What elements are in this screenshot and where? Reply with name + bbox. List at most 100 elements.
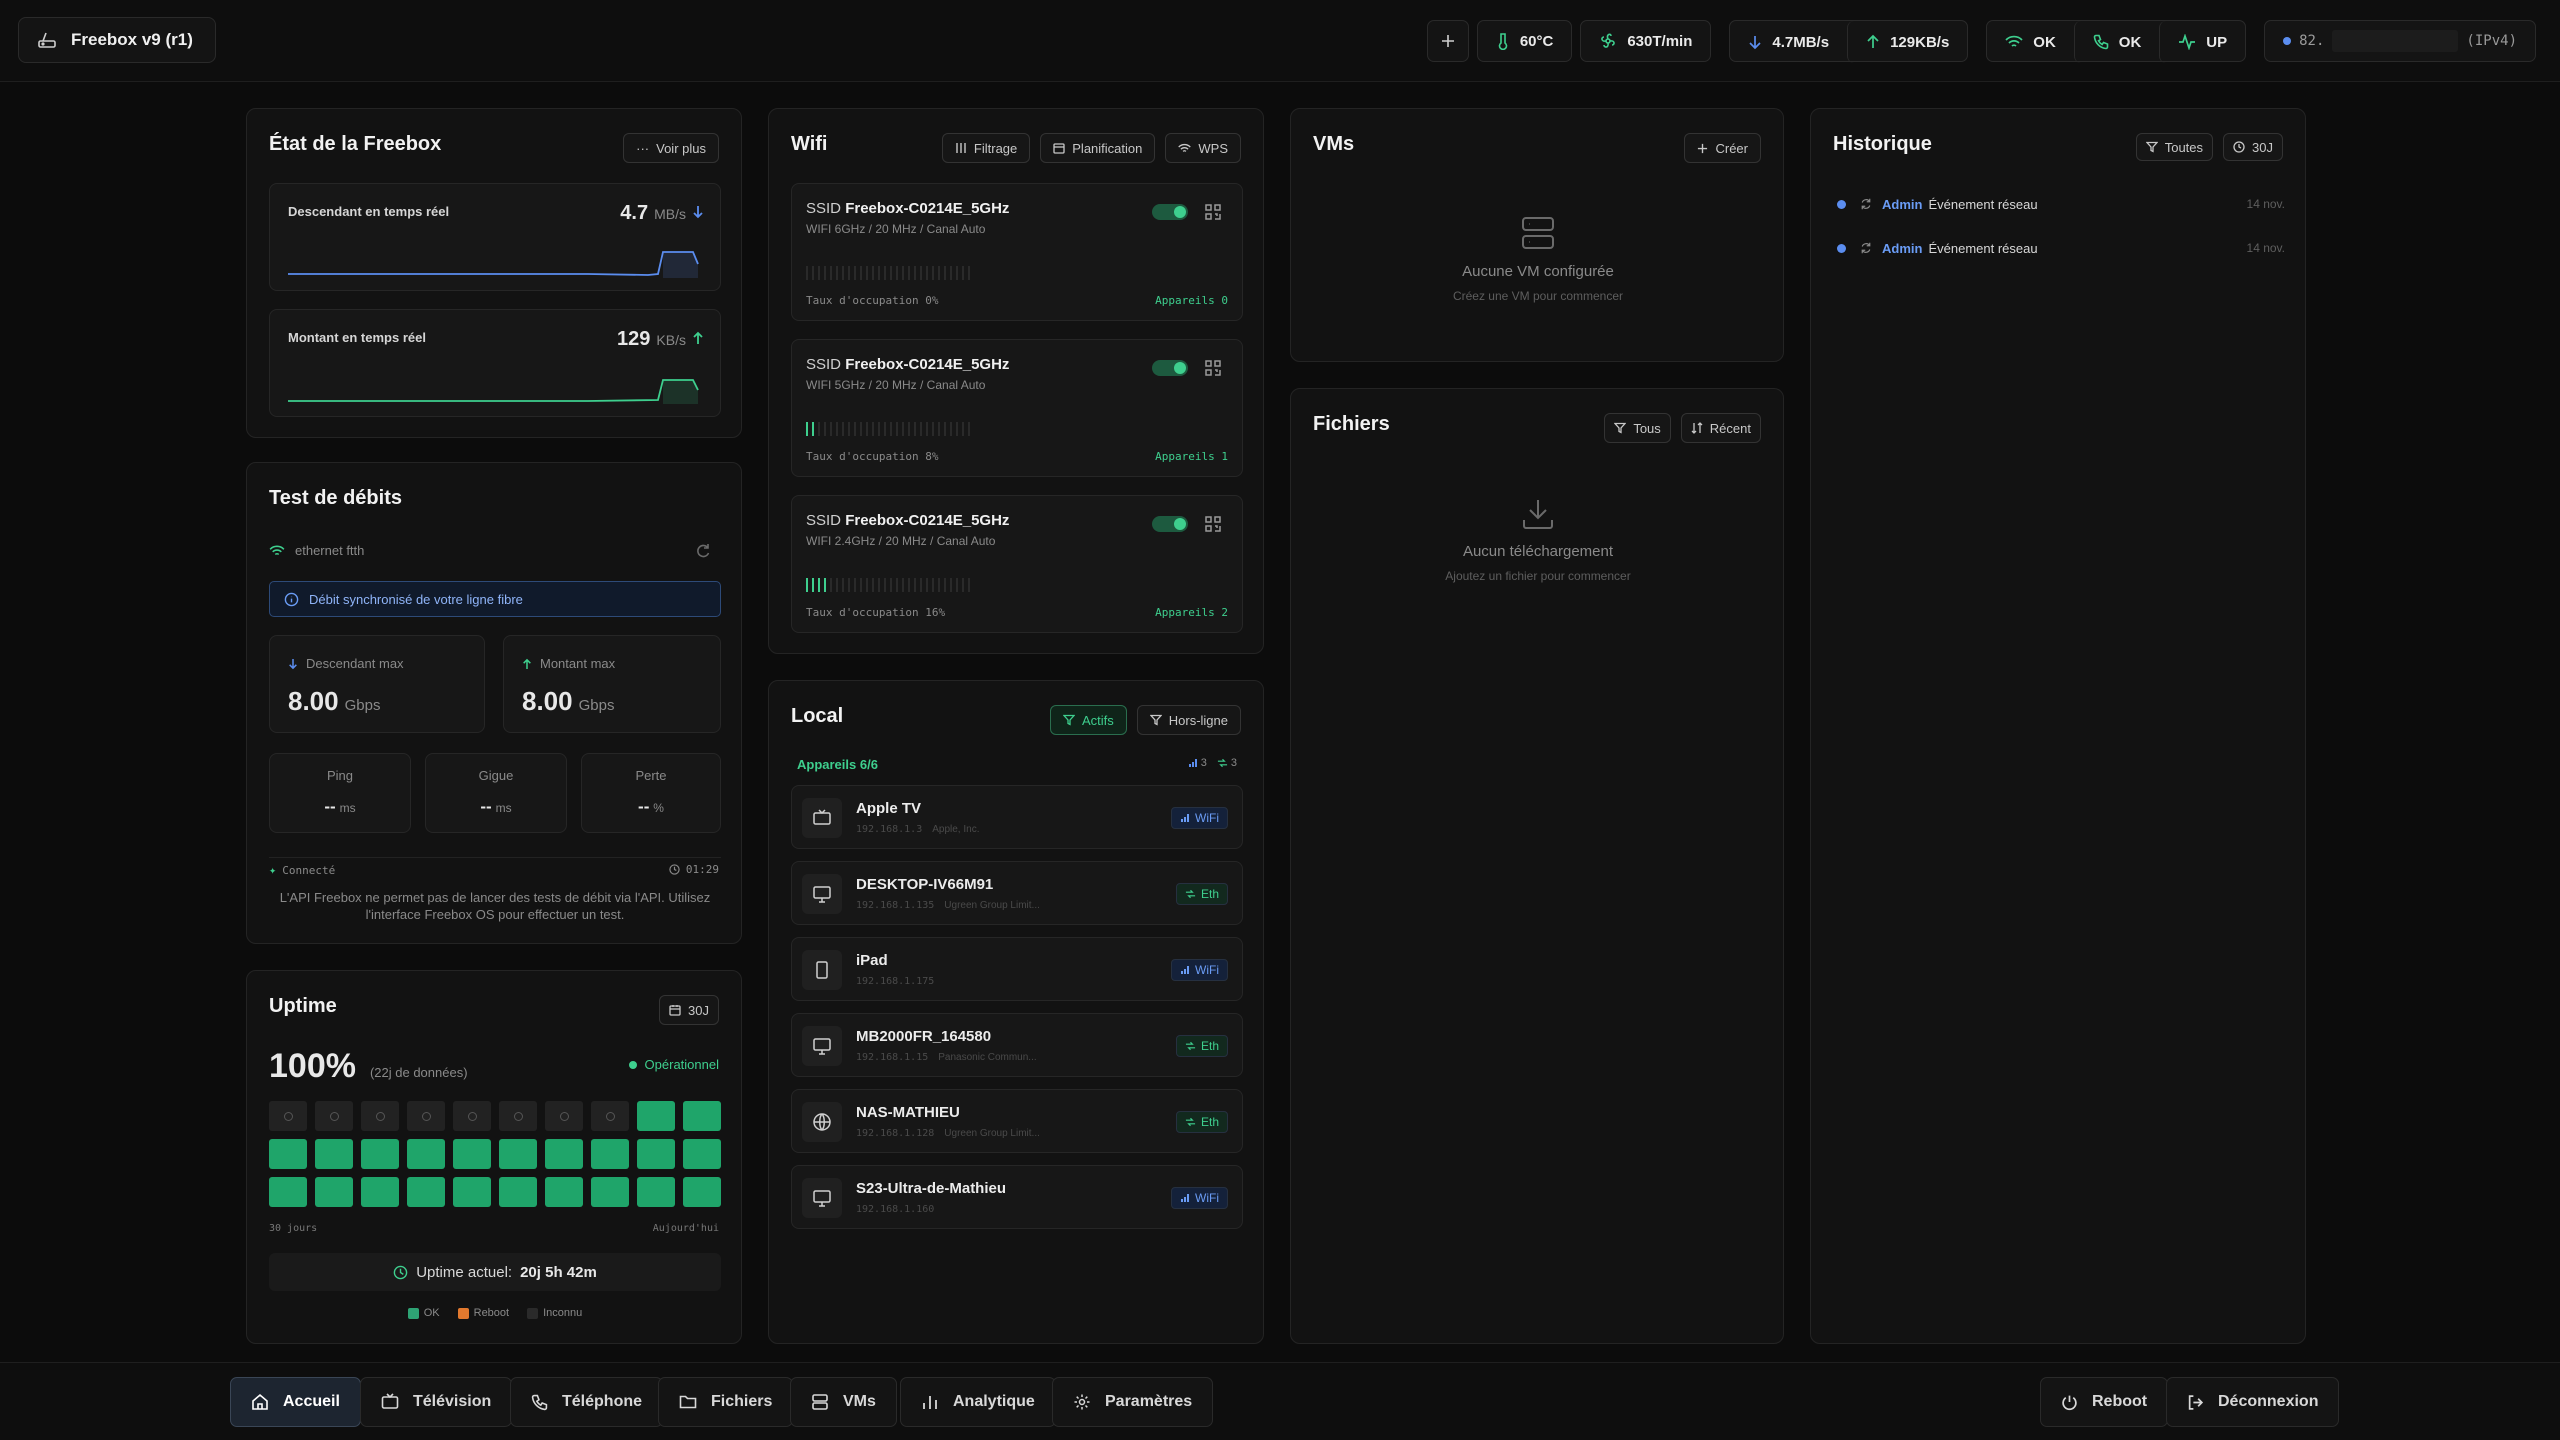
device-row[interactable]: S23-Ultra-de-Mathieu 192.168.1.160 WiFi [791,1165,1243,1229]
wifi-toggle[interactable] [1152,204,1188,220]
uptime-day-cell[interactable] [683,1139,721,1169]
nav-analytics[interactable]: Analytique [900,1377,1056,1427]
filter-offline-button[interactable]: Hors-ligne [1136,705,1241,735]
event-user: Admin [1882,196,1923,212]
uptime-day-cell[interactable] [407,1101,445,1131]
qr-code-icon[interactable] [1204,359,1222,377]
uptime-day-cell[interactable] [591,1139,629,1169]
files-title: Fichiers [1313,413,1390,435]
history-event[interactable]: Admin Événement réseau 14 nov. [1833,191,2285,217]
create-vm-button[interactable]: Créer [1684,133,1761,163]
device-row[interactable]: DESKTOP-IV66M91 192.168.1.135 Ugreen Gro… [791,861,1243,925]
qr-code-icon[interactable] [1204,515,1222,533]
uptime-day-cell[interactable] [453,1101,491,1131]
uptime-day-cell[interactable] [499,1101,537,1131]
upload-realtime-panel: Montant en temps réel 129 KB/s [269,309,721,417]
wifi-filter-button[interactable]: Filtrage [941,133,1031,163]
tv-icon [813,809,831,825]
line-status-chip[interactable]: UP [2159,21,2245,63]
wifi-schedule-button[interactable]: Planification [1040,133,1156,163]
device-row[interactable]: MB2000FR_164580 192.168.1.15 Panasonic C… [791,1013,1243,1077]
speedtest-status-label: Connecté [282,863,336,877]
device-row[interactable]: Apple TV 192.168.1.3 Apple, Inc. WiFi [791,785,1243,849]
uptime-period-button[interactable]: 30J [659,995,719,1025]
upload-realtime-unit: KB/s [656,332,686,348]
jitter-label: Gigue [478,768,514,783]
uptime-axis-start: 30 jours [269,1223,318,1234]
uptime-day-cell[interactable] [315,1139,353,1169]
usage-bar [962,578,964,592]
files-recent-button[interactable]: Récent [1680,413,1761,443]
wifi-toggle[interactable] [1152,360,1188,376]
download-max-value: 8.00 [288,686,339,716]
reboot-button[interactable]: Reboot [2040,1377,2169,1427]
nav-tv[interactable]: Télévision [360,1377,513,1427]
uptime-day-cell[interactable] [545,1101,583,1131]
usage-bar [962,266,964,280]
filter-icon [2145,141,2158,153]
uptime-day-cell[interactable] [269,1177,307,1207]
uptime-day-cell[interactable] [407,1177,445,1207]
phone-icon [2093,34,2109,50]
nav-vms[interactable]: VMs [790,1377,897,1427]
refresh-icon[interactable] [695,543,711,559]
nav-home[interactable]: Accueil [230,1377,361,1427]
uptime-day-cell[interactable] [637,1177,675,1207]
uptime-day-cell[interactable] [361,1139,399,1169]
nav-settings[interactable]: Paramètres [1052,1377,1214,1427]
uptime-day-cell[interactable] [315,1101,353,1131]
uptime-day-cell[interactable] [453,1139,491,1169]
qr-code-icon[interactable] [1204,203,1222,221]
fan-chip[interactable]: 630T/min [1580,20,1712,62]
wifi-toggle[interactable] [1152,516,1188,532]
wifi-wps-button[interactable]: WPS [1165,133,1241,163]
uptime-day-cell[interactable] [683,1177,721,1207]
usage-bar [824,266,826,280]
uptime-day-cell[interactable] [637,1139,675,1169]
wifi-status-chip[interactable]: OK [1987,21,2074,63]
filter-active-button[interactable]: Actifs [1049,705,1127,735]
files-all-button[interactable]: Tous [1604,413,1671,443]
upload-rate-chip[interactable]: 129KB/s [1847,21,1967,63]
uptime-day-cell[interactable] [499,1177,537,1207]
usage-bar [818,578,820,592]
toggle-knob [1174,518,1186,530]
uptime-day-cell[interactable] [545,1139,583,1169]
uptime-day-cell[interactable] [453,1177,491,1207]
download-max-label: Descendant max [306,656,404,671]
temperature-chip[interactable]: 60°C [1476,20,1573,62]
device-row[interactable]: iPad 192.168.1.175 WiFi [791,937,1243,1001]
bottom-nav: Accueil Télévision Téléphone Fichiers VM… [0,1362,2560,1440]
uptime-day-cell[interactable] [499,1139,537,1169]
uptime-day-cell[interactable] [315,1177,353,1207]
uptime-day-cell[interactable] [545,1177,583,1207]
freebox-brand[interactable]: Freebox v9 (r1) [18,17,216,63]
uptime-day-cell[interactable] [637,1101,675,1131]
history-all-button[interactable]: Toutes [2135,133,2214,161]
history-event[interactable]: Admin Événement réseau 14 nov. [1833,235,2285,261]
power-icon [2062,1395,2077,1410]
legend-unknown-label: Inconnu [543,1307,583,1319]
nav-phone[interactable]: Téléphone [510,1377,664,1427]
usage-bar [872,422,874,436]
uptime-day-cell[interactable] [683,1101,721,1131]
download-rate-chip[interactable]: 4.7MB/s [1730,21,1847,63]
uptime-day-cell[interactable] [591,1177,629,1207]
ip-chip[interactable]: 82. (IPv4) [2264,20,2536,62]
see-more-button[interactable]: ··· Voir plus [623,133,719,163]
event-user: Admin [1882,240,1923,256]
uptime-day-cell[interactable] [361,1101,399,1131]
uptime-day-cell[interactable] [269,1139,307,1169]
phone-status-chip[interactable]: OK [2073,21,2160,63]
uptime-day-cell[interactable] [361,1177,399,1207]
ip-redacted [2332,30,2459,52]
device-row[interactable]: NAS-MATHIEU 192.168.1.128 Ugreen Group L… [791,1089,1243,1153]
nav-files[interactable]: Fichiers [658,1377,794,1427]
uptime-day-cell[interactable] [407,1139,445,1169]
uptime-day-cell[interactable] [591,1101,629,1131]
usage-bar [818,422,820,436]
add-button[interactable] [1426,20,1469,62]
history-period-button[interactable]: 30J [2223,133,2283,161]
uptime-day-cell[interactable] [269,1101,307,1131]
logout-button[interactable]: Déconnexion [2166,1377,2340,1427]
